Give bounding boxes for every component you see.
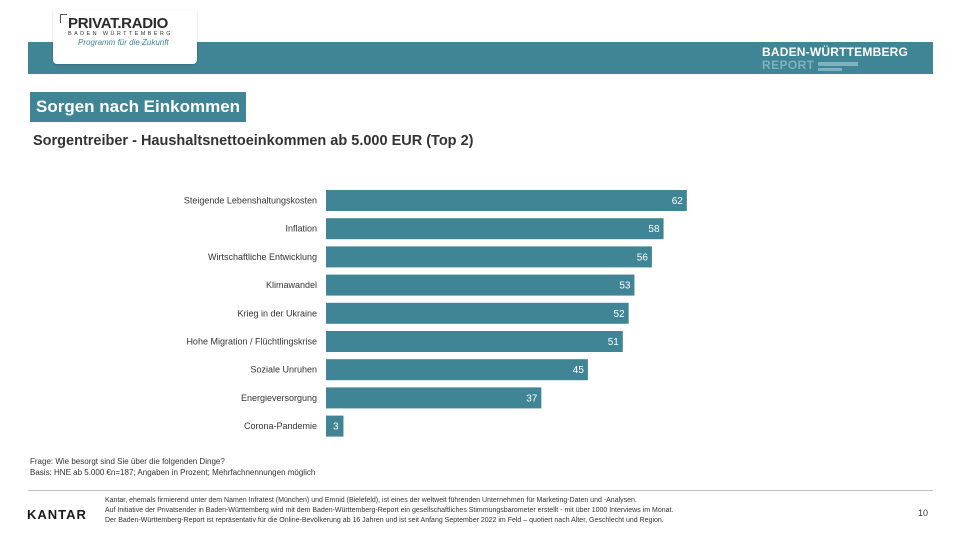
report-decor-bar-small [818,68,842,71]
data-label: 37 [526,393,538,404]
category-label: Wirtschaftliche Entwicklung [208,252,317,262]
category-label: Corona-Pandemie [244,421,317,431]
chart-subtitle: Sorgentreiber - Haushaltsnettoeinkommen … [33,133,474,149]
data-label: 52 [614,309,626,320]
footer-line-2: Auf Initiative der Privatsender in Baden… [105,507,674,514]
bar [326,359,588,381]
category-label: Soziale Unruhen [250,365,317,375]
category-label: Inflation [285,224,317,234]
bar [326,302,629,324]
category-label: Hohe Migration / Flüchtlingskrise [186,337,317,347]
chart-notes: Frage: Wie besorgt sind Sie über die fol… [30,456,315,478]
category-label: Energieversorgung [241,393,317,403]
logo-bracket-icon [60,14,67,23]
base-note: Basis: HNE ab 5.000 €n=187; Angaben in P… [30,468,316,477]
data-label: 51 [608,337,620,348]
bar [326,246,652,268]
bar [326,387,542,409]
logo-name: PRIVAT.RADIO [68,15,169,32]
bar [326,415,344,437]
report-title: BADEN-WÜRTTEMBERG [762,45,909,59]
category-label: Klimawandel [266,280,317,290]
data-label: 45 [573,365,585,376]
footer-disclaimer: Kantar, ehemals firmierend unter dem Nam… [105,496,673,526]
category-label: Steigende Lebenshaltungskosten [184,196,317,206]
data-label: 58 [648,224,660,235]
page-number: 10 [918,508,929,518]
data-label: 53 [619,281,631,292]
bar-chart: Steigende Lebenshaltungskosten 62 Inflatio… [184,190,687,437]
data-label: 3 [333,422,339,433]
data-label: 56 [637,252,649,263]
footer-divider [28,490,933,491]
logo-region: BADEN WÜRTTEMBERG [68,31,173,37]
bar [326,190,687,211]
bar [326,274,635,296]
bar [326,331,623,352]
bar [326,218,664,240]
section-title: Sorgen nach Einkommen [30,92,247,122]
footer-line-3: Der Baden-Württemberg-Report ist repräse… [105,517,664,524]
footer-line-1: Kantar, ehemals firmierend unter dem Nam… [105,497,637,504]
data-label: 62 [672,196,684,207]
category-label: Krieg in der Ukraine [237,308,317,318]
report-subtitle: REPORT [762,58,815,72]
report-decor-bar [818,62,858,66]
question-note: Frage: Wie besorgt sind Sie über die fol… [30,457,225,466]
logo-tagline: Programm für die Zukunft [78,38,169,47]
kantar-logo: KANTAR [27,507,87,522]
privat-radio-logo: PRIVAT.RADIO BADEN WÜRTTEMBERG Programm … [53,10,197,64]
